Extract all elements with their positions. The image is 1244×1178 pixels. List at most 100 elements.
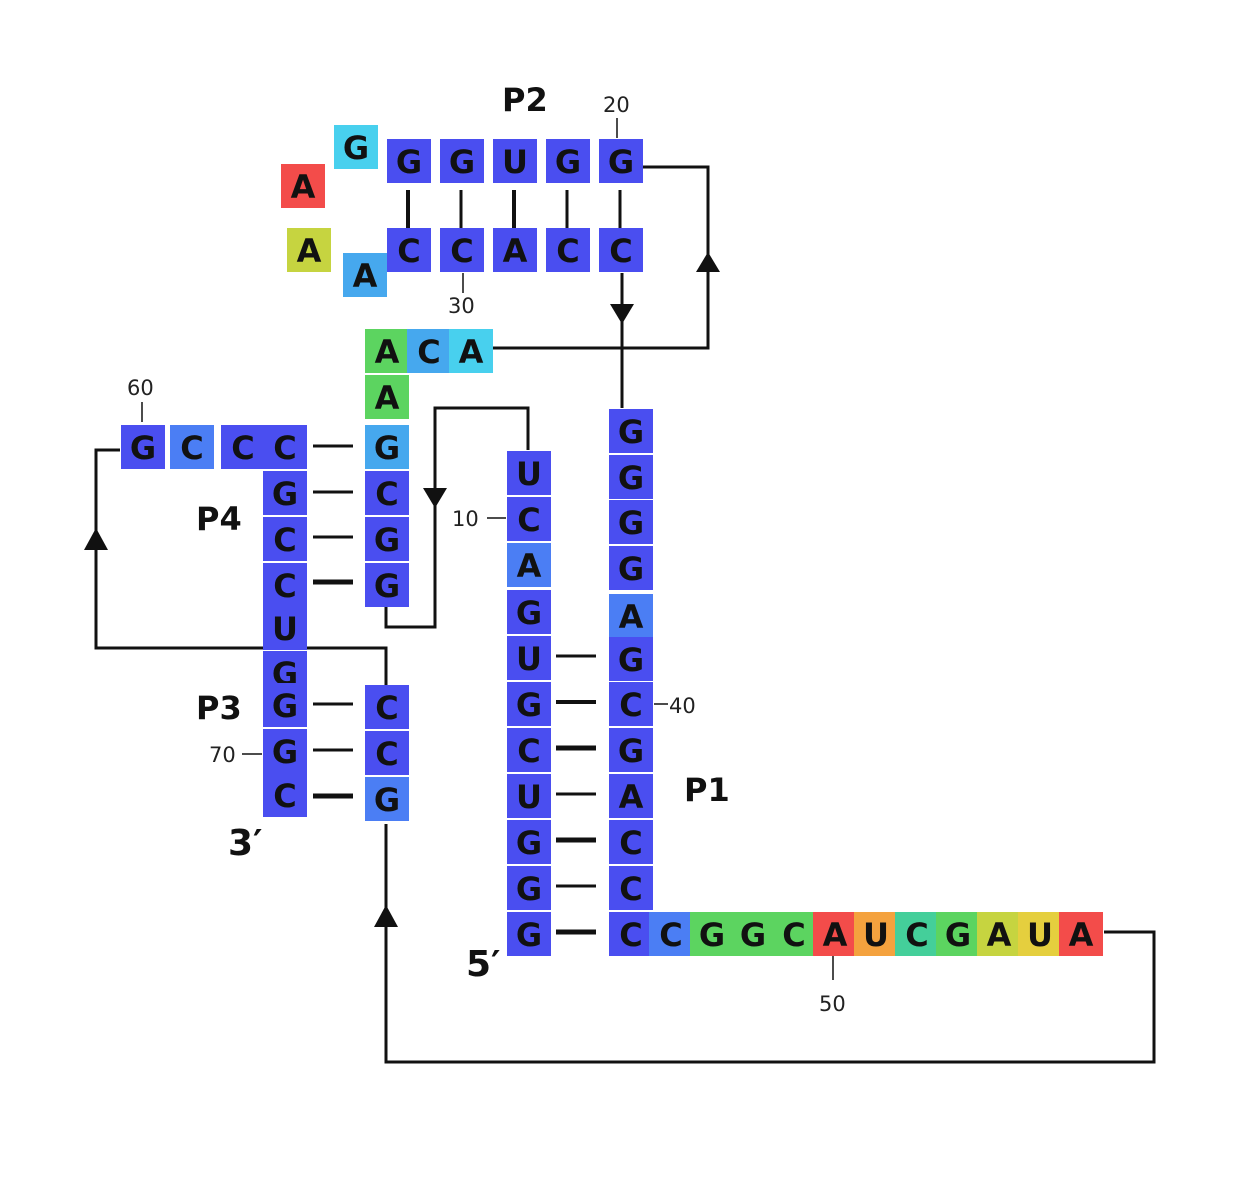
nucleotide-base-letter: G: [618, 732, 644, 770]
nucleotide-tile: [507, 866, 551, 910]
nucleotide-tile: [772, 912, 816, 956]
nucleotide-tile: [609, 637, 653, 681]
number-70: 70: [209, 743, 236, 767]
nucleotide-n38: G: [609, 455, 653, 499]
nucleotide-n10: C: [507, 728, 551, 772]
nucleotide-n33: G: [365, 425, 409, 469]
nucleotide-base-letter: C: [180, 429, 203, 467]
nucleotide-tile: [263, 471, 307, 515]
nucleotide-tile: [507, 497, 551, 541]
nucleotide-base-letter: G: [618, 550, 644, 588]
nucleotide-tile: [1018, 912, 1062, 956]
nucleotide-base-letter: C: [556, 232, 579, 270]
nucleotide-n52: C: [772, 912, 816, 956]
nucleotide-tile: [507, 820, 551, 864]
nucleotide-n69: G: [263, 683, 307, 727]
nucleotide-n64: G: [263, 471, 307, 515]
nucleotide-n11: U: [507, 774, 551, 818]
nucleotide-n48: C: [609, 912, 653, 956]
nucleotide-tile: [507, 682, 551, 726]
nucleotide-tile: [365, 777, 409, 821]
nucleotide-tile: [609, 820, 653, 864]
nucleotide-tile: [440, 228, 484, 272]
label-p3: P3: [196, 689, 242, 727]
arrow-down-p2-exit: [610, 304, 634, 324]
nucleotide-tile: [387, 228, 431, 272]
nucleotide-base-letter: G: [272, 733, 298, 771]
nucleotide-base-letter: G: [555, 143, 581, 181]
nucleotide-tile: [343, 253, 387, 297]
nucleotide-base-letter: C: [782, 916, 805, 954]
nucleotide-base-letter: G: [618, 459, 644, 497]
nucleotide-base-letter: U: [272, 610, 298, 648]
nucleotide-tile: [365, 563, 409, 607]
nucleotide-tile: [449, 329, 493, 373]
nucleotide-tile: [365, 329, 409, 373]
nucleotide-base-letter: G: [516, 870, 542, 908]
nucleotide-tile: [854, 912, 898, 956]
region-labels: P2 P4 P3 P1 3′ 5′: [196, 81, 730, 985]
nucleotide-tile: [365, 375, 409, 419]
nucleotide-n19: G: [546, 139, 590, 183]
nucleotide-tile: [507, 543, 551, 587]
nucleotide-n8: G: [507, 590, 551, 634]
number-40: 40: [669, 694, 696, 718]
nucleotide-base-letter: A: [459, 333, 484, 371]
nucleotide-tile: [507, 636, 551, 680]
nucleotide-base-letter: C: [619, 870, 642, 908]
nucleotide-n29: A: [365, 329, 409, 373]
nucleotide-tile: [609, 500, 653, 544]
nucleotide-base-letter: G: [516, 594, 542, 632]
nucleotide-n70: G: [263, 729, 307, 773]
nucleotide-base-letter: C: [397, 232, 420, 270]
nucleotide-base-letter: C: [417, 333, 440, 371]
nucleotide-tile: [263, 773, 307, 817]
nucleotide-base-letter: G: [945, 916, 971, 954]
number-60: 60: [127, 376, 154, 400]
nucleotide-tile: [281, 164, 325, 208]
nucleotide-n40: G: [609, 546, 653, 590]
nucleotide-n55: C: [895, 912, 939, 956]
nucleotide-base-letter: A: [375, 333, 400, 371]
nucleotide-n39: G: [609, 500, 653, 544]
nucleotide-n41: A: [609, 594, 653, 638]
label-five-prime: 5′: [466, 944, 501, 985]
position-ticks: [141, 118, 834, 980]
nucleotide-base-letter: C: [619, 686, 642, 724]
nucleotide-n61: C: [170, 425, 214, 469]
nucleotide-tile: [599, 139, 643, 183]
nucleotide-base-letter: G: [516, 824, 542, 862]
nucleotide-tile: [507, 774, 551, 818]
nucleotide-n34: C: [365, 471, 409, 515]
nucleotide-tile: [263, 729, 307, 773]
arrow-up-p2-return: [696, 252, 720, 272]
nucleotide-tile: [609, 546, 653, 590]
nucleotide-base-letter: A: [517, 547, 542, 585]
nucleotide-tile: [263, 517, 307, 561]
nucleotide-n18: U: [493, 139, 537, 183]
nucleotide-tile: [507, 590, 551, 634]
nucleotide-n74: G: [365, 777, 409, 821]
nucleotide-tile: [813, 912, 857, 956]
nucleotide-n24: C: [387, 228, 431, 272]
number-30: 30: [448, 294, 475, 318]
nucleotide-tile: [263, 606, 307, 650]
nucleotide-n72: C: [365, 685, 409, 729]
number-20: 20: [603, 93, 630, 117]
nucleotide-n3: G: [507, 912, 551, 956]
nucleotide-base-letter: U: [863, 916, 889, 954]
nucleotide-tile: [609, 594, 653, 638]
nucleotide-n50: G: [690, 912, 734, 956]
nucleotide-base-letter: G: [449, 143, 475, 181]
nucleotide-n21: A: [281, 164, 325, 208]
nucleotide-tile: [546, 228, 590, 272]
number-10: 10: [452, 507, 479, 531]
nucleotide-tile: [599, 228, 643, 272]
nucleotide-tile: [365, 517, 409, 561]
nucleotide-base-letter: G: [618, 641, 644, 679]
nucleotide-n4: U: [507, 451, 551, 495]
arrow-up-left-loop: [84, 528, 108, 550]
nucleotide-tile: [895, 912, 939, 956]
nucleotide-base-letter: A: [823, 916, 848, 954]
nucleotide-base-letter: C: [375, 475, 398, 513]
